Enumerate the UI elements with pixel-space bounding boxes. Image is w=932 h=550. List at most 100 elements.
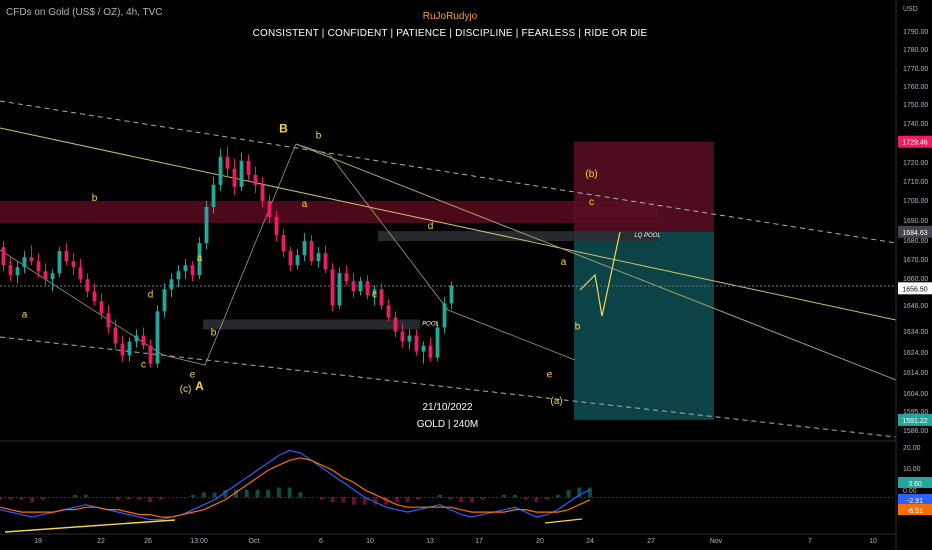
- time-tick-label: 7: [808, 538, 812, 545]
- candle-body: [267, 200, 272, 217]
- price-tick-label: 1604.00: [903, 391, 928, 398]
- candle-body: [50, 273, 55, 280]
- macd-hist-bar: [0, 497, 2, 500]
- candle-body: [260, 184, 265, 201]
- wave-label: c: [372, 289, 377, 300]
- macd-badge: [898, 504, 932, 515]
- candle-body: [204, 206, 209, 244]
- macd-hist-bar: [352, 497, 356, 505]
- candle-body: [386, 305, 391, 318]
- price-badge: [898, 413, 932, 426]
- macd-hist-bar: [8, 497, 13, 500]
- price-tick-label: 1740.00: [903, 121, 928, 128]
- wave-label: (c): [180, 384, 192, 395]
- time-tick-label: 27: [647, 538, 655, 545]
- macd-hist-bar: [137, 497, 142, 500]
- candle-body: [176, 271, 181, 280]
- macd-hist-bar: [330, 497, 335, 503]
- candle-body: [421, 345, 426, 352]
- macd-tick-label: 0.00: [903, 488, 917, 495]
- macd-badge: [898, 477, 932, 488]
- macd-hist-bar: [523, 497, 528, 500]
- price-tick-label: 1660.00: [903, 276, 928, 283]
- macd-hist-bar: [502, 494, 507, 498]
- candle-body: [379, 289, 384, 306]
- price-badge-text: 1729.46: [902, 140, 927, 147]
- candle-body: [29, 257, 34, 262]
- macd-hist-bar: [223, 489, 228, 498]
- wave-label: B: [279, 122, 288, 136]
- lq-pool-box-zone: [378, 231, 658, 242]
- price-badge: [898, 225, 932, 238]
- price-tick-label: 1690.00: [903, 218, 928, 225]
- candle-body: [337, 273, 342, 306]
- macd-hist-bar: [384, 497, 389, 505]
- macd-hist-bar: [534, 497, 539, 503]
- wave-label: A: [195, 379, 204, 393]
- macd-hist-bar: [373, 497, 378, 505]
- candle-body: [330, 269, 335, 306]
- candle-body: [232, 168, 237, 187]
- wave-label: d: [428, 221, 434, 232]
- candle-body: [344, 273, 349, 282]
- candle-body: [323, 253, 328, 270]
- candle-body: [141, 335, 146, 346]
- macd-hist-bar: [341, 497, 346, 503]
- wave-label: (b): [585, 169, 597, 180]
- candle-body: [22, 257, 27, 268]
- candle-body: [365, 281, 370, 296]
- candle-body: [99, 301, 104, 314]
- price-tick-label: 1760.00: [903, 84, 928, 91]
- price-badge-text: 1656.50: [902, 286, 927, 293]
- candle-body: [218, 156, 223, 185]
- pool-annotation: LQ POOL: [634, 233, 660, 239]
- price-tick-label: 1710.00: [903, 179, 928, 186]
- macd-hist-bar: [287, 487, 292, 498]
- candle-body: [407, 335, 412, 342]
- macd-tick-label: 10.00: [903, 466, 921, 473]
- motto-banner: CONSISTENT | CONFIDENT | PATIENCE | DISC…: [252, 28, 648, 39]
- time-tick-label: 10: [869, 538, 877, 545]
- macd-hist-bar: [212, 492, 217, 498]
- candle-body: [106, 313, 111, 328]
- macd-hist-bar: [19, 497, 24, 500]
- lower-channel-line: [0, 336, 897, 438]
- candle-body: [169, 279, 174, 290]
- macd-hist-bar: [116, 497, 120, 500]
- price-tick-label: 1770.00: [903, 66, 928, 73]
- candle-body: [358, 281, 363, 292]
- symbol-title: CFDs on Gold (US$ / OZ), 4h, TVC: [6, 7, 163, 18]
- candle-body: [400, 331, 405, 342]
- macd-hist-bar: [416, 497, 421, 500]
- price-badge-text: 1591.22: [902, 418, 927, 425]
- candle-body: [309, 241, 314, 262]
- macd-tick-label: 20.00: [903, 445, 921, 452]
- wave-label: d: [148, 289, 154, 300]
- candle-body: [225, 156, 230, 169]
- macd-hist-bar: [448, 497, 453, 500]
- price-tick-label: 1780.00: [903, 47, 928, 54]
- wave-label: b: [575, 321, 581, 332]
- macd-badge-text: -2.91: [907, 498, 923, 505]
- candle-body: [134, 335, 139, 342]
- candle-body: [428, 345, 433, 358]
- price-tick-label: 1595.00: [903, 409, 928, 416]
- candle-body: [183, 265, 188, 272]
- candles-group: [1, 146, 454, 368]
- macd-hist-bar: [40, 497, 45, 500]
- macd-hist-bar: [405, 497, 410, 503]
- candle-body: [414, 335, 419, 352]
- date-label: 21/10/2022: [422, 402, 473, 413]
- macd-hist-bar: [577, 487, 582, 498]
- candle-body: [64, 251, 69, 262]
- candle-body: [274, 216, 279, 236]
- macd-hist-bar: [126, 497, 131, 500]
- candle-body: [442, 303, 447, 328]
- candle-body: [148, 345, 153, 364]
- macd-hist-bar: [459, 497, 464, 503]
- wave-label: a: [22, 309, 28, 320]
- candle-body: [190, 265, 195, 276]
- macd-hist-bar: [30, 497, 35, 503]
- macd-hist-bar: [319, 497, 324, 500]
